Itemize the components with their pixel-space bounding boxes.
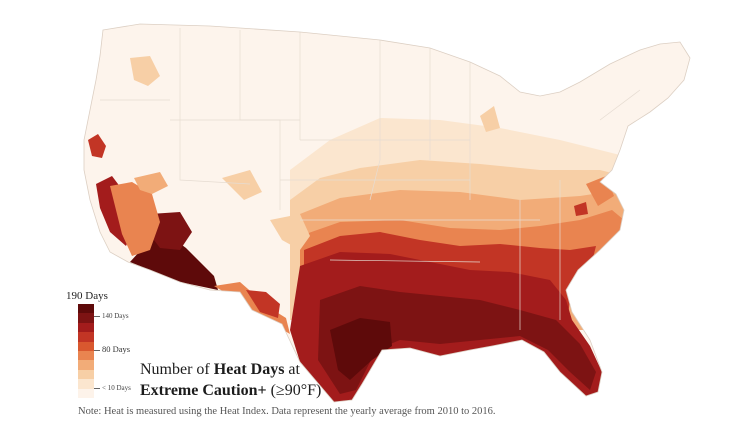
footnote: Note: Heat is measured using the Heat In…: [78, 406, 496, 417]
legend-swatch: [78, 360, 94, 370]
title-bold2: Extreme Caution+: [140, 382, 267, 399]
legend-swatch: [78, 332, 94, 342]
title-part3: (≥90°F): [266, 382, 322, 399]
heat-texas-core: [330, 318, 392, 380]
state-borders: [100, 28, 641, 330]
legend-swatch: [78, 304, 94, 314]
heat-plains-fringe: [270, 214, 310, 250]
map-title: Number of Heat Days at Extreme Caution+ …: [140, 359, 321, 401]
legend-tick-140: 140 Days: [94, 312, 129, 320]
legend-max-label: 190 Days: [66, 290, 108, 302]
legend-swatch: [78, 341, 94, 352]
heat-band-darkest: [318, 286, 596, 394]
legend-swatch: [78, 388, 94, 399]
title-bold1: Heat Days: [213, 361, 285, 378]
heat-southwest-tip: [246, 290, 280, 318]
heat-colorado-basin: [222, 170, 262, 200]
legend-swatch: [78, 322, 94, 333]
legend-tick-80: 80 Days: [94, 344, 130, 354]
title-part1: Number of: [140, 361, 214, 378]
legend-color-bar: [78, 304, 94, 399]
us-outline: [83, 23, 691, 403]
title-part2: at: [284, 361, 300, 378]
heat-north-valley: [88, 134, 106, 158]
heat-high-desert: [134, 172, 168, 194]
legend-swatch: [78, 313, 94, 323]
legend-swatch: [78, 379, 94, 389]
legend-swatch: [78, 369, 94, 380]
legend-swatch: [78, 351, 94, 361]
heat-arizona: [130, 236, 218, 290]
heat-great-lakes-spot: [480, 106, 500, 132]
heat-snake-river: [130, 56, 160, 86]
heat-virginia-spot: [574, 202, 588, 216]
heat-west-ring: [110, 182, 160, 256]
legend-tick-10: < 10 Days: [94, 384, 131, 392]
